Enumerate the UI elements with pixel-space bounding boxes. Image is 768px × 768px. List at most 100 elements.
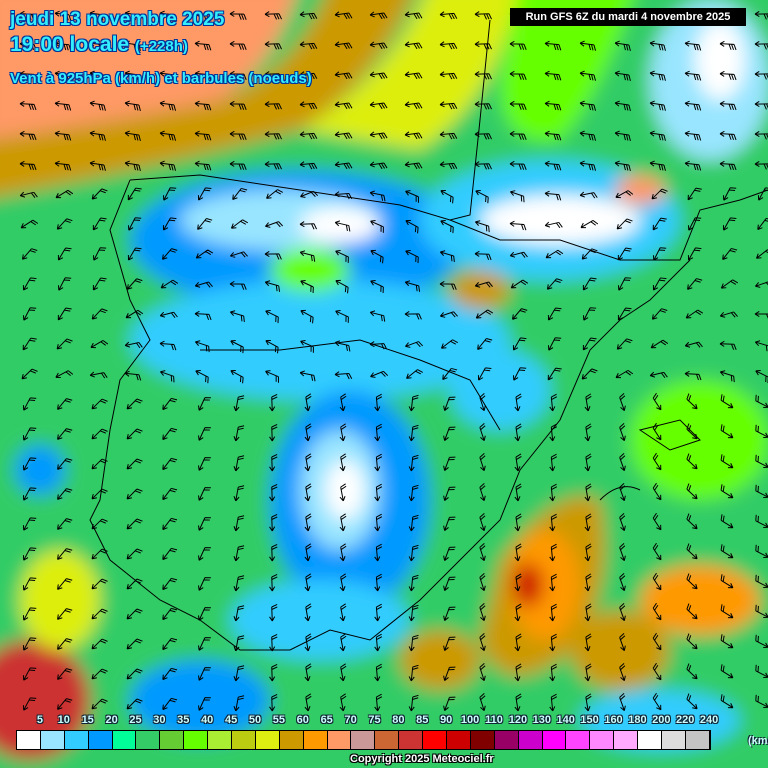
wind-barb	[126, 608, 143, 620]
wind-barb	[619, 452, 626, 471]
wind-barb	[264, 161, 282, 170]
wind-barb	[652, 277, 667, 291]
wind-barb	[443, 666, 456, 681]
wind-barb	[124, 40, 141, 51]
wind-barb	[22, 547, 37, 561]
wind-barb	[755, 544, 768, 559]
color-scale-swatch	[399, 731, 424, 749]
wind-barb	[404, 101, 423, 110]
wind-barb	[230, 219, 249, 229]
wind-barb	[57, 668, 73, 680]
wind-barb	[162, 577, 178, 591]
wind-barb	[56, 218, 73, 230]
wind-barb	[546, 278, 563, 290]
color-scale-label: 30	[153, 714, 166, 726]
wind-barb	[57, 638, 73, 650]
wind-barb	[198, 487, 211, 501]
wind-barb	[509, 130, 527, 140]
color-scale-swatch	[662, 731, 686, 749]
wind-barb	[304, 513, 312, 532]
wind-barb	[91, 488, 108, 500]
wind-barb	[755, 694, 768, 709]
wind-barb	[55, 189, 74, 199]
wind-barb	[442, 367, 458, 381]
wind-barb	[544, 70, 562, 81]
wind-barb	[21, 248, 38, 260]
color-scale-label: 100	[460, 714, 480, 726]
wind-barb	[443, 486, 456, 501]
wind-barb	[269, 604, 278, 622]
color-scale-swatch	[232, 731, 256, 749]
wind-barb	[404, 280, 421, 292]
wind-barb	[304, 663, 312, 682]
wind-barb	[269, 574, 278, 592]
wind-barb	[719, 40, 737, 51]
wind-barb	[720, 604, 734, 619]
wind-barb	[126, 578, 143, 590]
wind-barb	[334, 131, 353, 140]
wind-barb	[584, 663, 592, 682]
wind-barb	[126, 278, 143, 290]
wind-barb	[549, 663, 558, 682]
wind-barb	[162, 217, 177, 231]
wind-barb	[514, 453, 522, 472]
wind-barb	[509, 251, 528, 258]
wind-barb	[584, 693, 592, 712]
wind-barb	[687, 278, 703, 290]
wind-barb	[304, 633, 312, 652]
wind-barb	[159, 340, 177, 351]
wind-barb	[194, 160, 212, 171]
wind-barb	[686, 603, 698, 620]
wind-barb	[514, 603, 522, 622]
wind-barb	[91, 668, 108, 680]
wind-barb	[374, 513, 383, 532]
wind-barb	[443, 636, 456, 651]
wind-barb	[443, 606, 456, 621]
wind-barb	[684, 70, 702, 81]
wind-barb	[719, 311, 738, 318]
wind-barb	[334, 191, 353, 200]
wind-barb	[440, 219, 454, 234]
wind-barb	[755, 369, 768, 384]
wind-barb	[264, 280, 281, 292]
wind-barb	[370, 249, 384, 264]
wind-barb	[91, 308, 108, 320]
wind-barb	[124, 70, 141, 81]
wind-barb	[19, 130, 37, 141]
wind-barb	[162, 248, 178, 260]
wind-barb	[686, 513, 698, 530]
wind-barb	[233, 665, 245, 682]
wind-barb	[162, 547, 178, 561]
wind-barb	[194, 70, 212, 81]
wind-barb	[233, 545, 245, 562]
wind-barb	[474, 101, 492, 110]
wind-barb	[229, 130, 247, 140]
wind-barb	[614, 160, 631, 171]
wind-barb	[616, 338, 633, 350]
wind-barb	[56, 338, 73, 350]
wind-barb	[19, 40, 37, 51]
wind-barb	[91, 518, 108, 530]
wind-barb	[474, 41, 492, 50]
wind-barb	[755, 634, 768, 649]
wind-barb	[475, 309, 494, 319]
forecast-offset: (+228h)	[134, 38, 188, 55]
wind-barb	[684, 160, 702, 171]
wind-barb	[162, 637, 178, 651]
color-scale-label: 50	[248, 714, 262, 726]
color-scale-label: 130	[532, 714, 551, 726]
wind-barb	[370, 280, 384, 293]
wind-barb	[757, 217, 768, 231]
model-run-label: Run GFS 6Z du mardi 4 novembre 2025	[510, 8, 746, 26]
wind-barb	[722, 217, 737, 231]
wind-barb	[477, 338, 493, 350]
wind-barb	[652, 392, 662, 411]
wind-barb	[544, 190, 562, 201]
wind-barb	[127, 247, 142, 261]
wind-barb	[720, 694, 734, 709]
color-scale-label: 10	[57, 714, 70, 726]
wind-barb	[194, 340, 210, 353]
wind-barb	[266, 189, 283, 199]
wind-barb	[408, 544, 419, 562]
wind-barb	[229, 40, 247, 50]
